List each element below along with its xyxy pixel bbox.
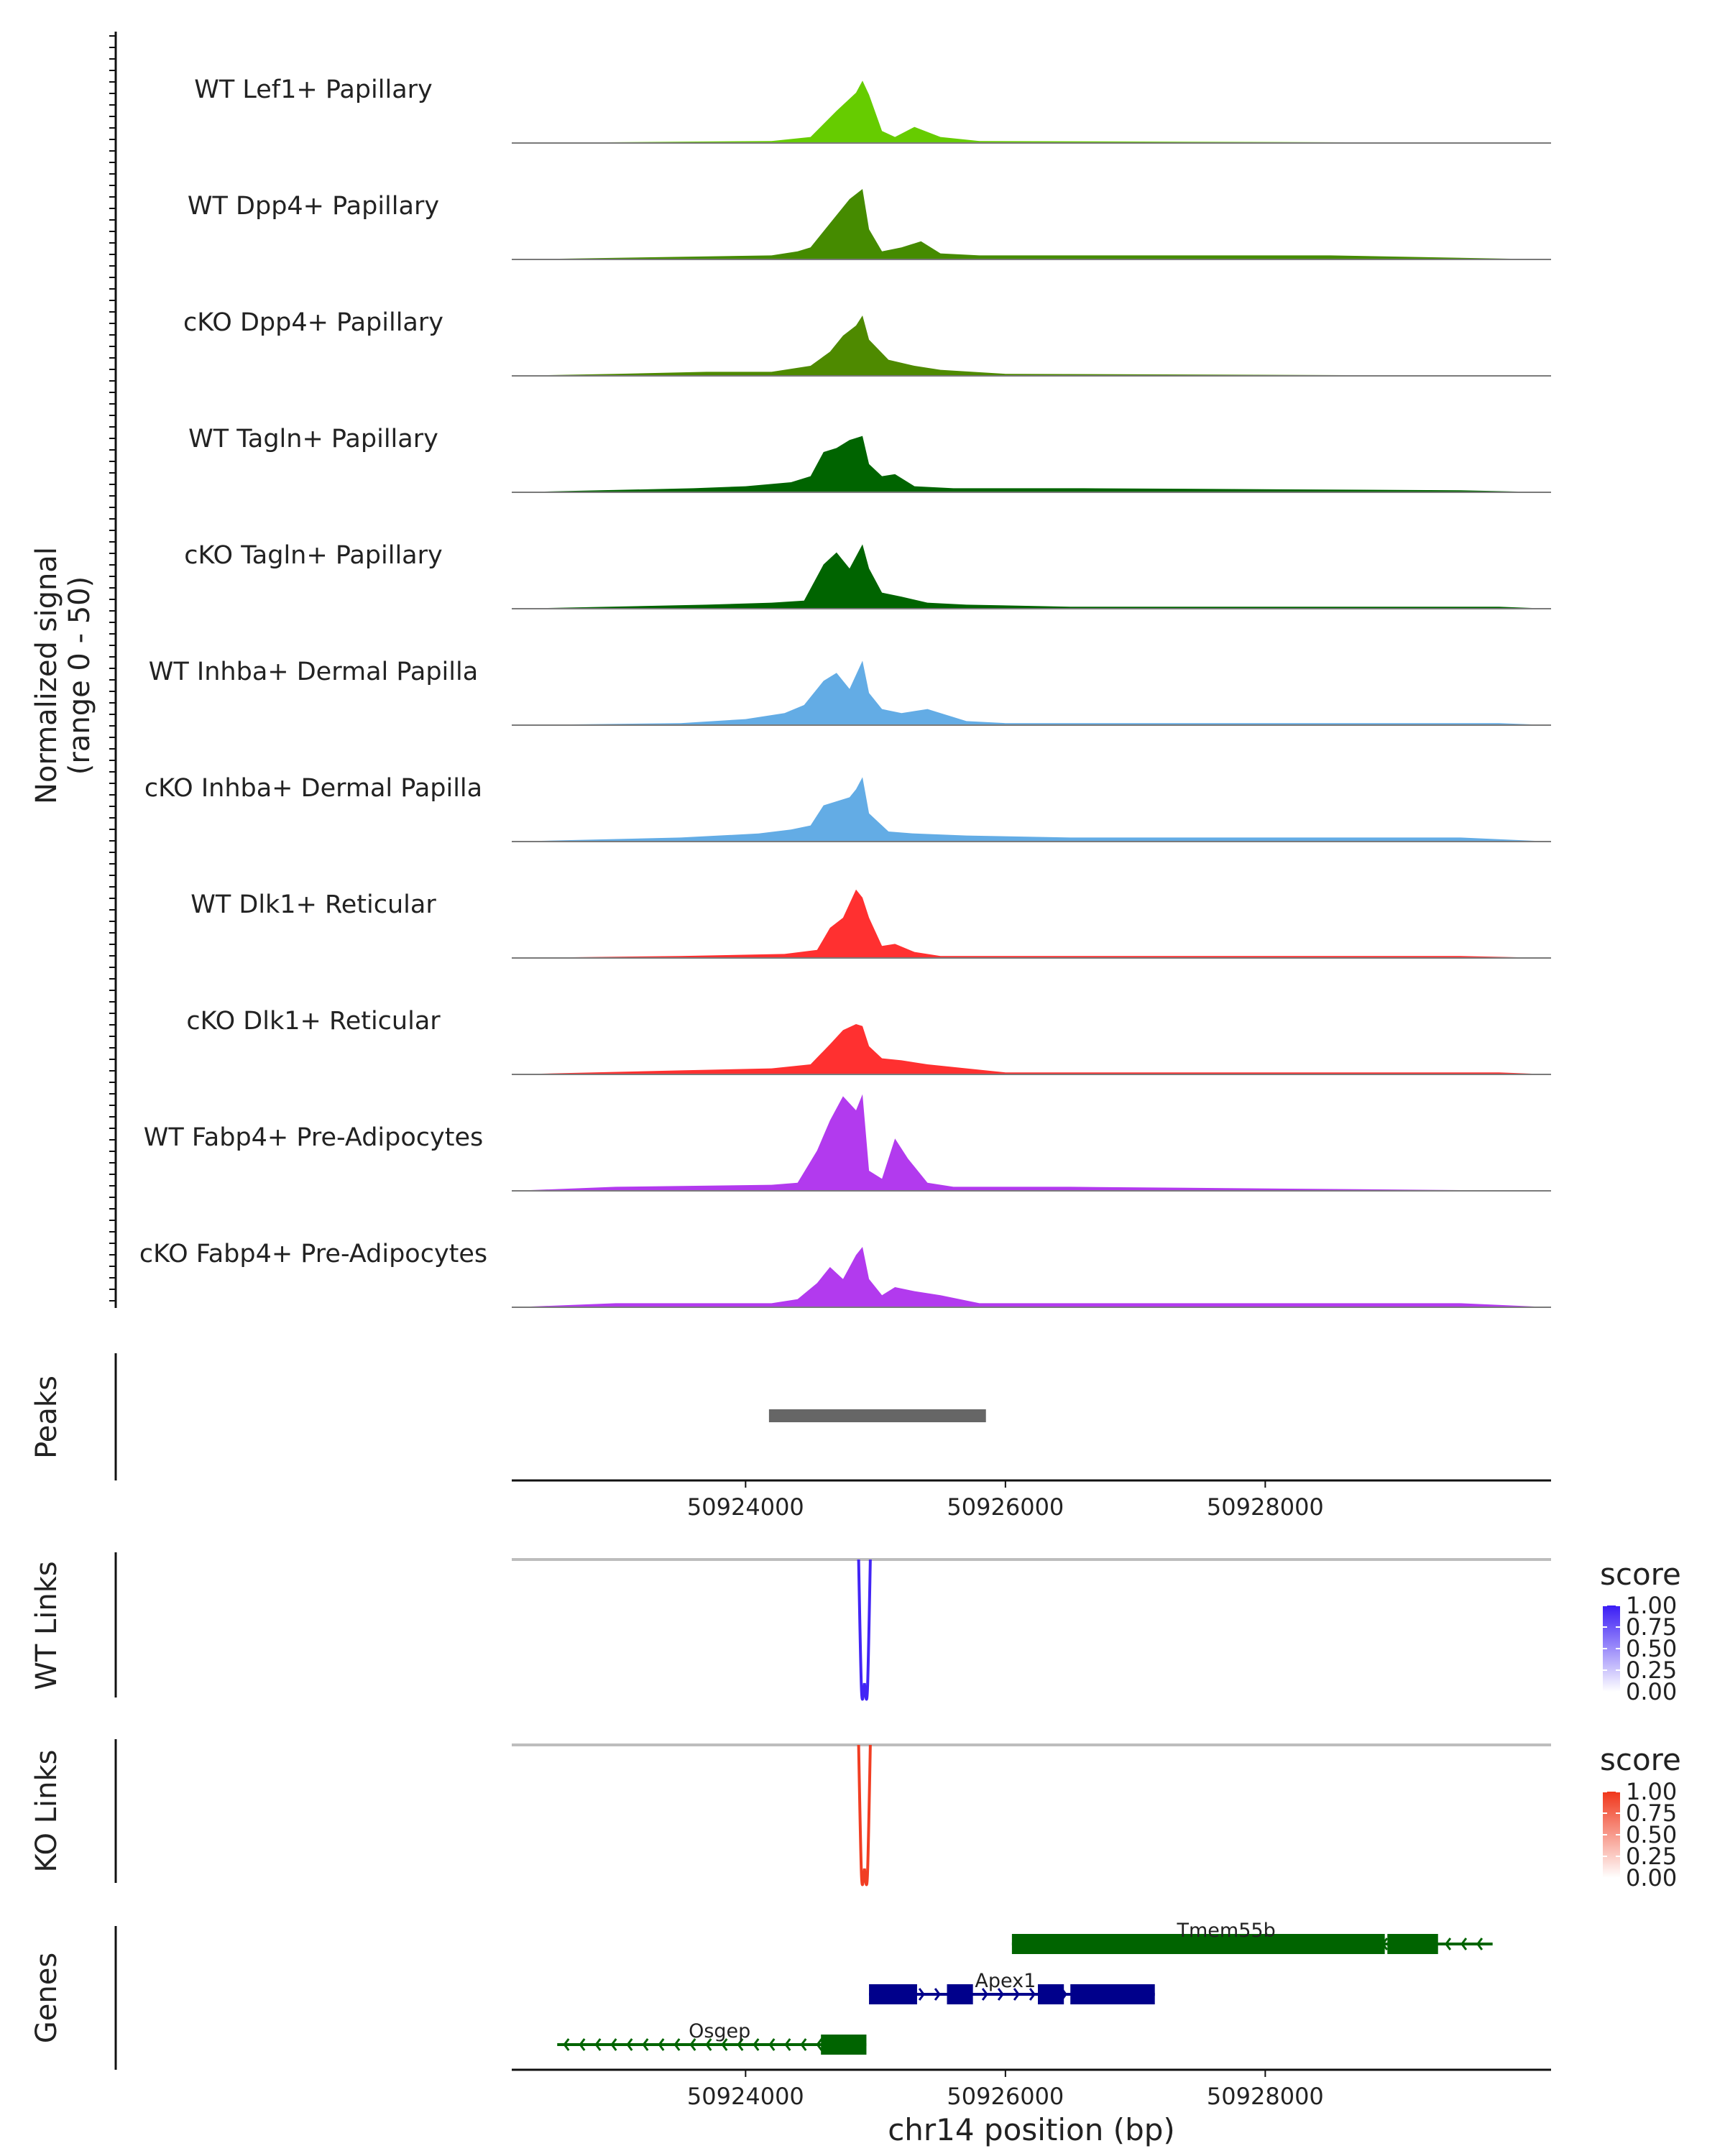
gene-label: Osgep: [689, 2020, 750, 2042]
wt-links-ylabel: WT Links: [30, 1561, 63, 1690]
strand-arrow: [981, 1988, 988, 2001]
track-label: cKO Dlk1+ Reticular: [186, 1007, 441, 1036]
track-label: cKO Tagln+ Papillary: [184, 541, 443, 570]
strand-arrow: [626, 2038, 633, 2051]
strand-arrow: [1460, 1938, 1468, 1950]
coverage-area: [512, 1094, 1551, 1191]
peaks-x-ticks: 50924000 50926000 50928000: [687, 1480, 1324, 1521]
strand-arrow: [721, 2038, 728, 2051]
wt-legend-title: score: [1600, 1557, 1681, 1592]
colorbar-tick-label: 0.50: [1626, 1635, 1677, 1662]
x-tick-label: 50928000: [1207, 1493, 1324, 1521]
coverage-tracks: WT Lef1+ Papillary WT Dpp4+ Papillary cKO …: [139, 75, 1551, 1308]
link-arc: [857, 1744, 872, 1886]
strand-arrow: [753, 2038, 760, 2051]
peaks-panel: Peaks 50924000 50926000 50928000: [30, 1353, 1551, 1521]
coverage-y-ticks: [109, 35, 116, 1302]
wt-links-panel: WT Links score 1.000.750.500.250.00: [30, 1552, 1681, 1705]
strand-arrow: [705, 2038, 712, 2051]
strand-arrow: [768, 2038, 776, 2051]
colorbar-tick-label: 0.75: [1626, 1613, 1677, 1641]
gene-exon: [869, 1984, 917, 2004]
track-label: cKO Inhba+ Dermal Papilla: [144, 774, 482, 803]
coverage-area: [512, 777, 1551, 842]
coverage-area: [512, 189, 1551, 259]
peak-region: [768, 1409, 986, 1422]
gene-exon: [947, 1984, 973, 2004]
gene-exon: [1387, 1934, 1438, 1954]
gene-label: Tmem55b: [1177, 1920, 1276, 1942]
strand-arrow: [800, 2038, 807, 2051]
x-tick-label: 50926000: [947, 1493, 1064, 1521]
coverage-area: [512, 315, 1551, 376]
ko-legend-title: score: [1600, 1742, 1681, 1777]
x-tick-label: 50924000: [687, 2083, 804, 2110]
gene-exon: [821, 2035, 867, 2055]
coverage-area: [512, 436, 1551, 492]
colorbar-tick-label: 0.25: [1626, 1843, 1677, 1870]
strand-arrow: [642, 2038, 649, 2051]
strand-arrow: [689, 2038, 696, 2051]
x-tick-label: 50926000: [947, 2083, 1064, 2110]
colorbar-tick-label: 0.25: [1626, 1657, 1677, 1684]
strand-arrow: [816, 2038, 823, 2051]
link-arc: [857, 1559, 872, 1701]
colorbar-tick-label: 1.00: [1626, 1592, 1677, 1619]
strand-arrow: [1445, 1938, 1452, 1950]
colorbar-tick-label: 0.75: [1626, 1800, 1677, 1827]
gene-exon: [1070, 1984, 1155, 2004]
x-tick-label: 50928000: [1207, 2083, 1324, 2110]
strand-arrow: [737, 2038, 744, 2051]
genes-panel: Genes Tmem55b Apex1 Osgep 50924000 50926000…: [30, 1920, 1551, 2147]
strand-arrow: [594, 2038, 602, 2051]
coverage-area: [512, 1024, 1551, 1074]
track-label: WT Dpp4+ Papillary: [188, 192, 439, 221]
track-label: WT Lef1+ Papillary: [194, 75, 433, 104]
strand-arrow: [563, 2038, 570, 2051]
strand-arrow: [918, 1988, 925, 2001]
wt-colorbar-ticks: 1.000.750.500.250.00: [1603, 1592, 1677, 1705]
track-label: cKO Fabp4+ Pre-Adipocytes: [139, 1240, 487, 1268]
strand-arrow: [658, 2038, 665, 2051]
x-tick-label: 50924000: [687, 1493, 804, 1521]
gene-exon: [1011, 1934, 1385, 1954]
peaks-ylabel: Peaks: [30, 1376, 63, 1459]
strand-arrow: [784, 2038, 791, 2051]
coverage-ylabel-line1: Normalized signal: [30, 547, 63, 804]
gene-exon: [1038, 1984, 1064, 2004]
ko-links-ylabel: KO Links: [30, 1750, 63, 1873]
strand-arrow: [1013, 1988, 1020, 2001]
coverage-area: [512, 544, 1551, 609]
colorbar-tick-label: 0.00: [1626, 1678, 1677, 1705]
strand-arrow: [934, 1988, 941, 2001]
track-label: WT Tagln+ Papillary: [188, 425, 438, 453]
strand-arrow: [610, 2038, 617, 2051]
track-label: WT Inhba+ Dermal Papilla: [149, 658, 478, 686]
coverage-ylabel-line2: (range 0 - 50): [63, 576, 96, 775]
coverage-area: [512, 660, 1551, 725]
colorbar-tick-label: 1.00: [1626, 1778, 1677, 1805]
coverage-area: [512, 889, 1551, 958]
strand-arrow: [673, 2038, 681, 2051]
ko-colorbar-ticks: 1.000.750.500.250.00: [1603, 1778, 1677, 1892]
genes-ylabel: Genes: [30, 1953, 63, 2043]
gene-label: Apex1: [975, 1970, 1036, 1992]
track-label: cKO Dpp4+ Papillary: [183, 308, 443, 337]
track-label: WT Dlk1+ Reticular: [190, 890, 436, 919]
strand-arrow: [1029, 1988, 1036, 2001]
strand-arrow: [579, 2038, 586, 2051]
strand-arrow: [997, 1988, 1004, 2001]
colorbar-tick-label: 0.00: [1626, 1864, 1677, 1892]
x-axis-label: chr14 position (bp): [888, 2112, 1175, 2147]
genes-x-ticks: 50924000 50926000 50928000: [687, 2070, 1324, 2110]
coverage-area: [512, 1247, 1551, 1307]
colorbar-tick-label: 0.50: [1626, 1821, 1677, 1848]
coverage-area: [512, 80, 1551, 143]
ko-links-panel: KO Links score 1.000.750.500.250.00: [30, 1739, 1681, 1892]
strand-arrow: [1476, 1938, 1484, 1950]
track-label: WT Fabp4+ Pre-Adipocytes: [144, 1123, 483, 1152]
